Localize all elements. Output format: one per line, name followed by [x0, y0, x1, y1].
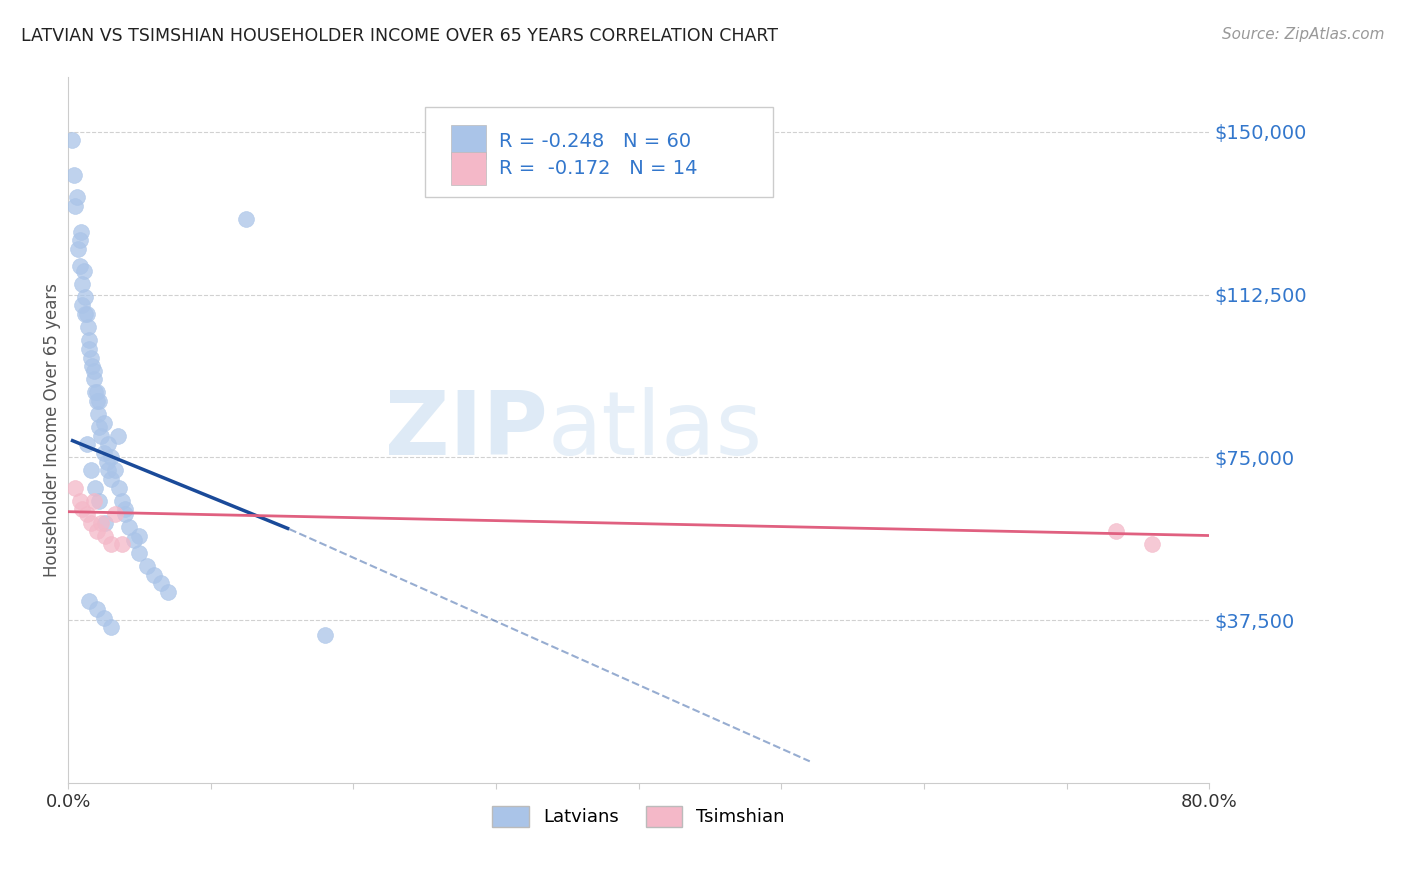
Point	[76, 507, 98, 521]
Point	[100, 537, 122, 551]
Point	[79, 593, 101, 607]
Point	[93, 446, 115, 460]
Point	[114, 502, 136, 516]
Point	[77, 320, 100, 334]
Point	[75, 290, 97, 304]
Point	[90, 428, 112, 442]
Text: Source: ZipAtlas.com: Source: ZipAtlas.com	[1222, 27, 1385, 42]
Legend: Latvians, Tsimshian: Latvians, Tsimshian	[485, 798, 792, 834]
Point	[70, 225, 93, 239]
Point	[60, 133, 83, 147]
Point	[89, 420, 111, 434]
Point	[122, 533, 145, 547]
Point	[80, 463, 103, 477]
Point	[128, 546, 150, 560]
Point	[156, 585, 179, 599]
Point	[65, 481, 87, 495]
Point	[69, 233, 91, 247]
Point	[149, 576, 172, 591]
Point	[72, 277, 94, 291]
Point	[87, 407, 110, 421]
Point	[89, 393, 111, 408]
Point	[128, 528, 150, 542]
Point	[94, 528, 117, 542]
Text: ZIP: ZIP	[385, 387, 547, 474]
Point	[314, 628, 336, 642]
Point	[86, 393, 108, 408]
Point	[86, 602, 108, 616]
Point	[80, 351, 103, 365]
Point	[72, 298, 94, 312]
Point	[76, 437, 98, 451]
Bar	[451, 152, 485, 186]
Point	[83, 363, 105, 377]
Point	[93, 416, 115, 430]
Point	[104, 463, 127, 477]
Point	[73, 263, 96, 277]
Bar	[451, 125, 485, 159]
FancyBboxPatch shape	[425, 107, 773, 197]
Point	[100, 620, 122, 634]
Point	[79, 342, 101, 356]
Y-axis label: Householder Income Over 65 years: Householder Income Over 65 years	[44, 284, 60, 577]
Point	[65, 198, 87, 212]
Text: R =  -0.172   N = 14: R = -0.172 N = 14	[499, 159, 697, 178]
Point	[83, 493, 105, 508]
Point	[93, 611, 115, 625]
Point	[62, 168, 84, 182]
Point	[114, 507, 136, 521]
Point	[84, 481, 107, 495]
Point	[142, 567, 165, 582]
Point	[86, 524, 108, 539]
Point	[75, 307, 97, 321]
Point	[80, 516, 103, 530]
Point	[84, 385, 107, 400]
Point	[69, 493, 91, 508]
Point	[89, 493, 111, 508]
Point	[118, 520, 141, 534]
Point	[1105, 524, 1128, 539]
Point	[66, 190, 89, 204]
Point	[97, 437, 120, 451]
Point	[82, 359, 104, 374]
Point	[90, 516, 112, 530]
Point	[76, 307, 98, 321]
Point	[111, 537, 134, 551]
Point	[86, 385, 108, 400]
Text: R = -0.248   N = 60: R = -0.248 N = 60	[499, 132, 692, 151]
Point	[94, 516, 117, 530]
Text: LATVIAN VS TSIMSHIAN HOUSEHOLDER INCOME OVER 65 YEARS CORRELATION CHART: LATVIAN VS TSIMSHIAN HOUSEHOLDER INCOME …	[21, 27, 778, 45]
Point	[100, 450, 122, 465]
Point	[111, 493, 134, 508]
Point	[1140, 537, 1163, 551]
Point	[107, 428, 129, 442]
Point	[79, 333, 101, 347]
Point	[69, 260, 91, 274]
Point	[235, 211, 257, 226]
Point	[72, 502, 94, 516]
Point	[100, 472, 122, 486]
Point	[135, 558, 157, 573]
Text: atlas: atlas	[547, 387, 762, 474]
Point	[83, 372, 105, 386]
Point	[97, 463, 120, 477]
Point	[104, 507, 127, 521]
Point	[67, 242, 90, 256]
Point	[108, 481, 131, 495]
Point	[96, 455, 118, 469]
